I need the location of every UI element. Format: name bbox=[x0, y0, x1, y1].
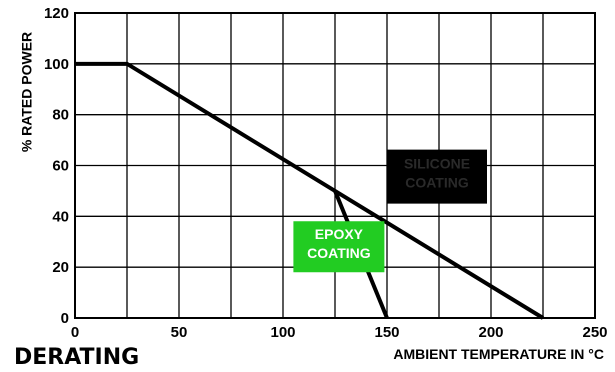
y-tick-label: 40 bbox=[52, 208, 69, 225]
y-tick-label: 100 bbox=[44, 56, 69, 73]
x-axis-label: AMBIENT TEMPERATURE IN °C bbox=[393, 346, 604, 362]
y-tick-label: 80 bbox=[52, 107, 69, 124]
plot-border bbox=[74, 12, 596, 319]
x-tick-label: 100 bbox=[270, 324, 295, 341]
x-tick-label: 250 bbox=[582, 324, 607, 341]
silicone-coating-label-text: SILICONE bbox=[404, 156, 470, 172]
y-tick-label: 60 bbox=[52, 158, 69, 175]
y-axis-label: % RATED POWER bbox=[19, 32, 35, 152]
x-tick-label: 0 bbox=[71, 324, 79, 341]
tick-labels: 0 50 100 150 200 250 0 20 40 60 80 100 120 bbox=[44, 5, 608, 341]
x-tick-label: 150 bbox=[374, 324, 399, 341]
x-tick-label: 50 bbox=[171, 324, 188, 341]
epoxy-coating-label-text: EPOXY bbox=[315, 226, 364, 242]
silicone-coating-label-text: COATING bbox=[405, 175, 469, 191]
epoxy-coating-label-box bbox=[293, 221, 385, 273]
annotations: SILICONE COATING EPOXY COATING bbox=[293, 149, 487, 273]
x-tick-label: 200 bbox=[478, 324, 503, 341]
plot-frame bbox=[74, 12, 596, 319]
y-tick-label: 0 bbox=[61, 310, 69, 327]
y-tick-label: 20 bbox=[52, 259, 69, 276]
silicone-coating-label: SILICONE COATING bbox=[387, 149, 487, 204]
silicone-derating-line bbox=[75, 61, 545, 320]
silicone-coating-label-box bbox=[387, 149, 487, 204]
epoxy-coating-label: EPOXY COATING bbox=[293, 221, 385, 273]
epoxy-coating-label-text: COATING bbox=[307, 245, 371, 261]
y-tick-label: 120 bbox=[44, 5, 69, 22]
chart-title: DERATING bbox=[14, 345, 139, 370]
